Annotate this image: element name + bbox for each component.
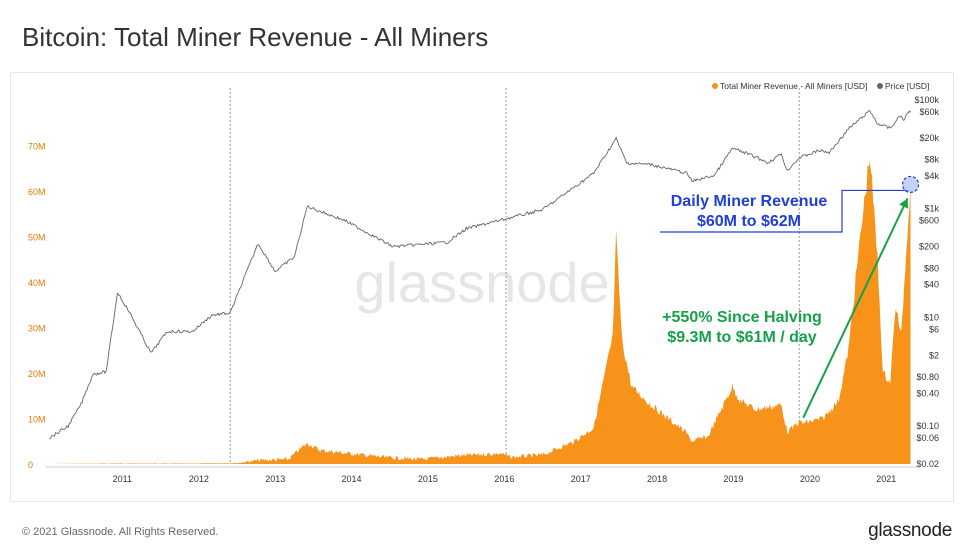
callout-revenue-line1: Daily Miner Revenue [671,193,828,210]
price-series [49,110,911,440]
y-left-tick-label: 40M [28,278,46,288]
x-tick-label: 2019 [723,474,743,484]
footer-brand-logo[interactable]: glassnode [868,520,952,541]
y-right-tick-label: $80 [924,263,939,273]
x-tick-label: 2018 [647,474,667,484]
y-left-tick-label: 10M [28,415,46,425]
y-right-tick-label: $2 [929,350,939,360]
y-right-tick-label: $10 [924,312,939,322]
y-right-tick-label: $0.02 [916,459,939,469]
y-right-tick-label: $6 [929,324,939,334]
x-tick-label: 2017 [571,474,591,484]
y-right-tick-label: $0.06 [916,433,939,443]
y-right-tick-label: $0.10 [916,421,939,431]
y-left-tick-label: 0 [28,460,33,470]
x-tick-label: 2014 [342,474,362,484]
legend-label: Total Miner Revenue - All Miners [USD] [720,81,867,91]
highlight-circle [901,175,920,194]
legend-label: Price [USD] [885,81,929,91]
callout-halving-line2: $9.3M to $61M / day [667,329,816,346]
axes: 0 10M 20M 30M 40M 50M 60M 70M $0.02 $0.06 $0.10 $0.… [28,95,939,484]
price-line [49,110,911,440]
y-right-tick-label: $4k [924,171,939,181]
y-right-tick-label: $200 [919,242,939,252]
y-right-tick-label: $60k [919,107,939,117]
legend: Total Miner Revenue - All Miners [USD] Pr… [712,81,929,91]
halving-arrow-line [802,198,909,419]
callout-halving-line1: +550% Since Halving [662,309,822,326]
y-right-tick-label: $40 [924,280,939,290]
callout-connector-line [660,189,909,233]
y-left-tick-label: 50M [28,233,46,243]
y-right-tick-label: $1k [924,204,939,214]
x-tick-label: 2012 [189,474,209,484]
y-right-tick-label: $0.80 [916,372,939,382]
annotations: Daily Miner Revenue $60M to $62M +550% Sin… [660,175,920,419]
y-right-tick-label: $8k [924,155,939,165]
watermark-text: glassnode [354,251,609,314]
x-tick-label: 2020 [800,474,820,484]
footer-copyright: © 2021 Glassnode. All Rights Reserved. [22,526,219,538]
legend-marker [877,83,883,89]
x-tick-label: 2011 [113,474,132,484]
y-right-tick-label: $0.40 [916,388,939,398]
x-tick-label: 2021 [876,474,896,484]
y-right-tick-label: $600 [919,216,939,226]
x-tick-label: 2015 [418,474,438,484]
y-left-tick-label: 70M [28,142,46,152]
revenue-area-path [46,161,911,464]
y-left-tick-label: 20M [28,369,46,379]
y-right-tick-label: $100k [914,95,939,105]
callout-revenue-line2: $60M to $62M [697,213,801,230]
y-left-tick-label: 60M [28,187,46,197]
page-title: Bitcoin: Total Miner Revenue - All Miner… [22,22,489,52]
grid-lines [229,88,800,464]
x-tick-label: 2013 [265,474,285,484]
x-tick-label: 2016 [494,474,514,484]
legend-marker [712,83,718,89]
y-right-tick-label: $20k [919,133,939,143]
revenue-area [46,161,911,464]
y-left-tick-label: 30M [28,324,46,334]
chart-frame [10,72,954,502]
halving-arrow-head [899,198,909,209]
